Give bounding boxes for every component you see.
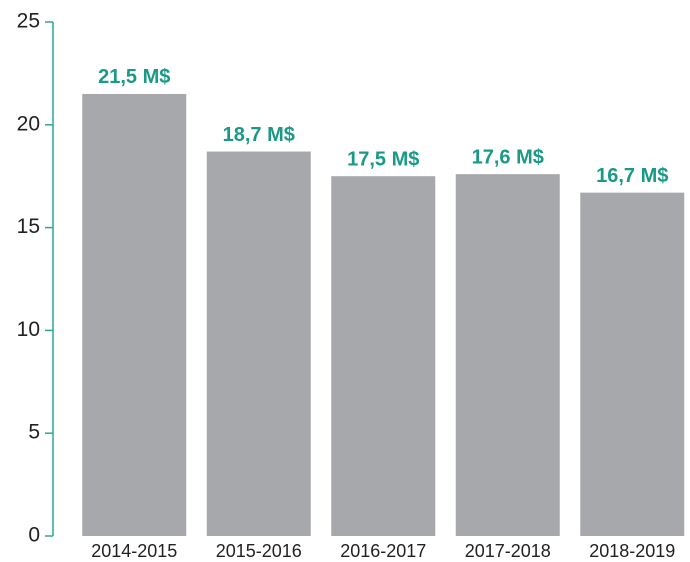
x-tick-label: 2014-2015 xyxy=(91,541,177,561)
x-tick-label: 2016-2017 xyxy=(340,541,426,561)
value-label: 17,6 M$ xyxy=(472,146,544,168)
y-tick-label: 25 xyxy=(17,10,40,33)
y-tick-label: 20 xyxy=(17,112,40,135)
x-tick-label: 2017-2018 xyxy=(465,541,551,561)
y-tick-label: 0 xyxy=(28,524,40,547)
bar xyxy=(455,174,560,537)
bar xyxy=(206,151,311,536)
value-label: 21,5 M$ xyxy=(98,66,170,88)
y-tick-label: 15 xyxy=(17,215,40,238)
y-tick-label: 5 xyxy=(28,421,40,444)
y-tick-label: 10 xyxy=(17,318,40,341)
bar xyxy=(331,176,436,536)
x-tick-label: 2018-2019 xyxy=(589,541,675,561)
bar xyxy=(580,192,685,536)
value-label: 18,7 M$ xyxy=(223,124,295,146)
x-tick-label: 2015-2016 xyxy=(216,541,302,561)
bar xyxy=(82,93,187,537)
value-label: 17,5 M$ xyxy=(347,148,419,170)
value-label: 16,7 M$ xyxy=(596,165,668,187)
